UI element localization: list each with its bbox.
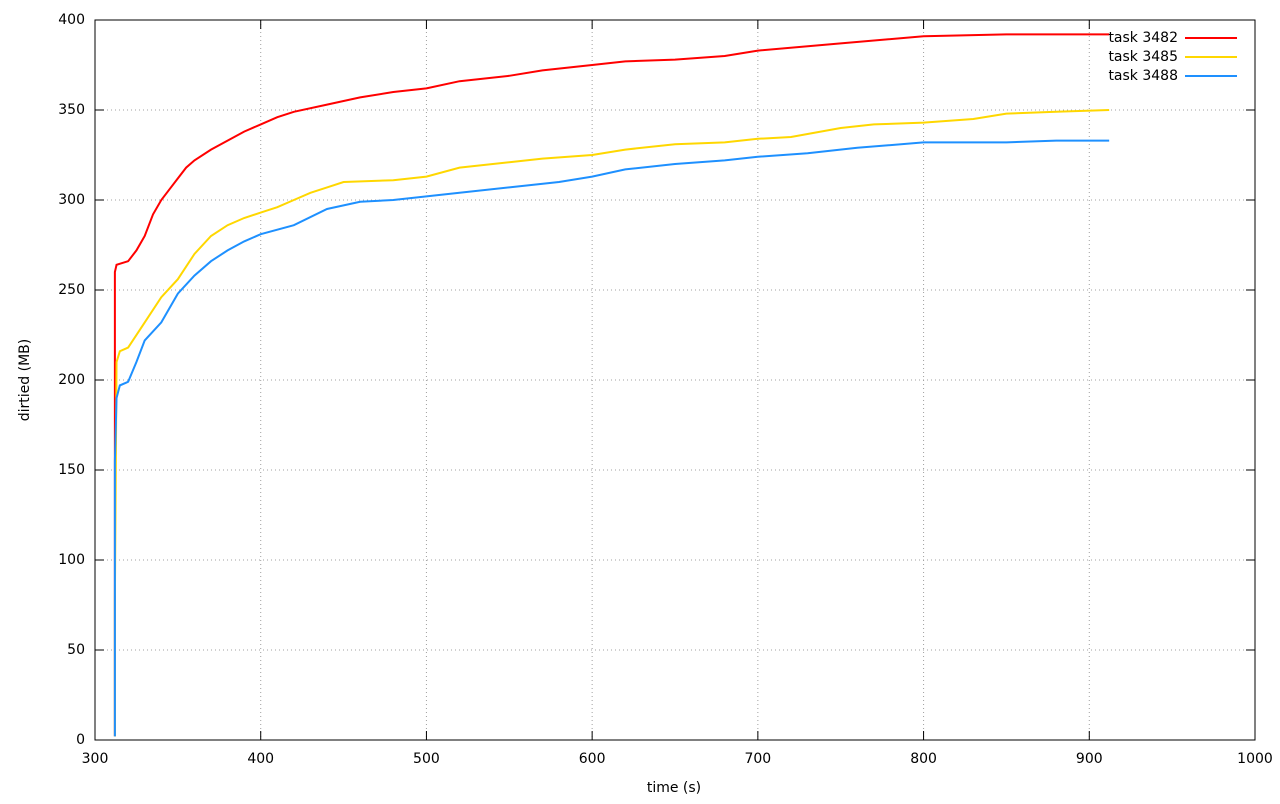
x-axis-label: time (s) bbox=[647, 780, 701, 796]
series-line bbox=[113, 33, 1110, 737]
series-line bbox=[113, 109, 1110, 737]
y-tick-label: 200 bbox=[58, 372, 85, 388]
legend-label: task 3488 bbox=[1108, 68, 1178, 84]
x-tick-label: 900 bbox=[1076, 751, 1103, 767]
y-tick-label: 150 bbox=[58, 462, 85, 478]
x-tick-label: 600 bbox=[579, 751, 606, 767]
y-tick-label: 100 bbox=[58, 552, 85, 568]
legend-label: task 3482 bbox=[1108, 30, 1178, 46]
y-tick-label: 50 bbox=[67, 642, 85, 658]
plot-frame bbox=[94, 19, 1256, 741]
y-tick-label: 400 bbox=[58, 12, 85, 28]
y-tick-label: 350 bbox=[58, 102, 85, 118]
x-tick-label: 800 bbox=[910, 751, 937, 767]
y-tick-label: 0 bbox=[76, 732, 85, 748]
y-tick-label: 250 bbox=[58, 282, 85, 298]
x-tick-label: 400 bbox=[247, 751, 274, 767]
legend-label: task 3485 bbox=[1108, 49, 1178, 65]
x-tick-label: 500 bbox=[413, 751, 440, 767]
x-tick-label: 300 bbox=[82, 751, 109, 767]
y-axis-label: dirtied (MB) bbox=[17, 339, 33, 421]
y-tick-label: 300 bbox=[58, 192, 85, 208]
x-tick-label: 1000 bbox=[1237, 751, 1273, 767]
x-tick-label: 700 bbox=[744, 751, 771, 767]
series-line bbox=[113, 139, 1110, 737]
